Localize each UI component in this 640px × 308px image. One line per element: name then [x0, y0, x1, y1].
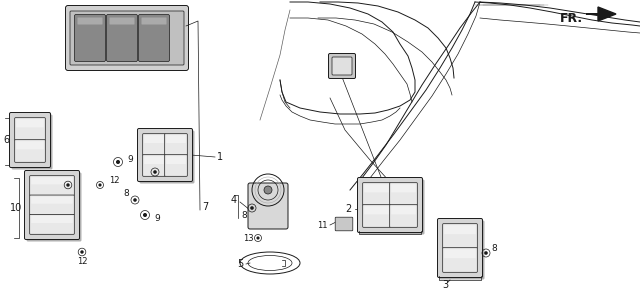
FancyBboxPatch shape	[364, 206, 389, 214]
FancyBboxPatch shape	[335, 217, 353, 231]
FancyBboxPatch shape	[29, 176, 74, 196]
Circle shape	[143, 213, 147, 217]
FancyBboxPatch shape	[390, 183, 417, 205]
FancyBboxPatch shape	[391, 206, 416, 214]
Text: 8: 8	[241, 210, 247, 220]
FancyBboxPatch shape	[138, 14, 170, 62]
Text: 12: 12	[77, 257, 87, 266]
Text: 12: 12	[109, 176, 119, 184]
FancyBboxPatch shape	[10, 112, 51, 168]
Text: 4: 4	[231, 195, 237, 205]
FancyBboxPatch shape	[12, 115, 52, 169]
Circle shape	[116, 160, 120, 164]
Text: 5: 5	[237, 259, 243, 269]
Text: 2: 2	[345, 204, 351, 214]
FancyBboxPatch shape	[332, 57, 352, 75]
FancyBboxPatch shape	[166, 156, 186, 164]
FancyBboxPatch shape	[144, 135, 164, 143]
FancyBboxPatch shape	[65, 6, 189, 71]
FancyBboxPatch shape	[31, 197, 73, 204]
FancyBboxPatch shape	[74, 14, 106, 62]
Circle shape	[264, 186, 272, 194]
FancyBboxPatch shape	[390, 205, 417, 227]
Circle shape	[484, 251, 488, 255]
Text: 10: 10	[10, 203, 22, 213]
Circle shape	[250, 206, 254, 210]
FancyBboxPatch shape	[143, 134, 165, 155]
FancyBboxPatch shape	[363, 183, 390, 205]
FancyBboxPatch shape	[358, 177, 422, 233]
FancyBboxPatch shape	[70, 11, 184, 65]
FancyBboxPatch shape	[77, 18, 102, 25]
FancyBboxPatch shape	[29, 195, 74, 215]
FancyBboxPatch shape	[140, 131, 195, 184]
FancyBboxPatch shape	[138, 128, 193, 181]
FancyBboxPatch shape	[164, 134, 188, 155]
Text: 7: 7	[202, 202, 208, 212]
FancyBboxPatch shape	[391, 184, 416, 192]
Text: 9: 9	[127, 155, 133, 164]
Text: C: C	[457, 244, 463, 253]
FancyBboxPatch shape	[438, 218, 483, 278]
FancyArrow shape	[586, 7, 616, 21]
FancyBboxPatch shape	[141, 18, 166, 25]
Circle shape	[67, 183, 70, 187]
FancyBboxPatch shape	[16, 119, 44, 128]
FancyBboxPatch shape	[16, 141, 44, 149]
Text: 11: 11	[317, 221, 328, 229]
Text: 6: 6	[3, 135, 9, 145]
FancyBboxPatch shape	[164, 155, 188, 176]
Circle shape	[133, 198, 137, 202]
Text: 8: 8	[491, 244, 497, 253]
FancyBboxPatch shape	[328, 54, 355, 79]
FancyBboxPatch shape	[29, 214, 74, 234]
Circle shape	[99, 184, 102, 187]
Text: 8: 8	[159, 160, 165, 169]
FancyBboxPatch shape	[363, 205, 390, 227]
FancyBboxPatch shape	[31, 177, 73, 184]
FancyBboxPatch shape	[360, 180, 424, 234]
Circle shape	[80, 250, 84, 254]
FancyBboxPatch shape	[444, 225, 476, 234]
FancyBboxPatch shape	[443, 224, 477, 248]
Circle shape	[257, 237, 260, 240]
FancyBboxPatch shape	[443, 248, 477, 272]
FancyBboxPatch shape	[24, 171, 79, 240]
FancyBboxPatch shape	[248, 183, 288, 229]
FancyBboxPatch shape	[444, 249, 476, 258]
FancyBboxPatch shape	[26, 172, 81, 241]
FancyBboxPatch shape	[31, 216, 73, 223]
FancyBboxPatch shape	[440, 221, 484, 279]
Text: 8: 8	[123, 188, 129, 197]
Circle shape	[153, 170, 157, 174]
Text: 12: 12	[49, 180, 60, 188]
Text: FR.: FR.	[560, 11, 583, 25]
FancyBboxPatch shape	[364, 184, 389, 192]
FancyBboxPatch shape	[144, 156, 164, 164]
FancyBboxPatch shape	[143, 155, 165, 176]
Text: 13: 13	[243, 233, 253, 242]
FancyBboxPatch shape	[15, 140, 45, 162]
FancyBboxPatch shape	[166, 135, 186, 143]
FancyBboxPatch shape	[106, 14, 138, 62]
FancyBboxPatch shape	[15, 118, 45, 140]
Text: 3: 3	[442, 280, 448, 290]
Text: 9: 9	[154, 213, 160, 222]
FancyBboxPatch shape	[109, 18, 134, 25]
Text: 1: 1	[217, 152, 223, 162]
